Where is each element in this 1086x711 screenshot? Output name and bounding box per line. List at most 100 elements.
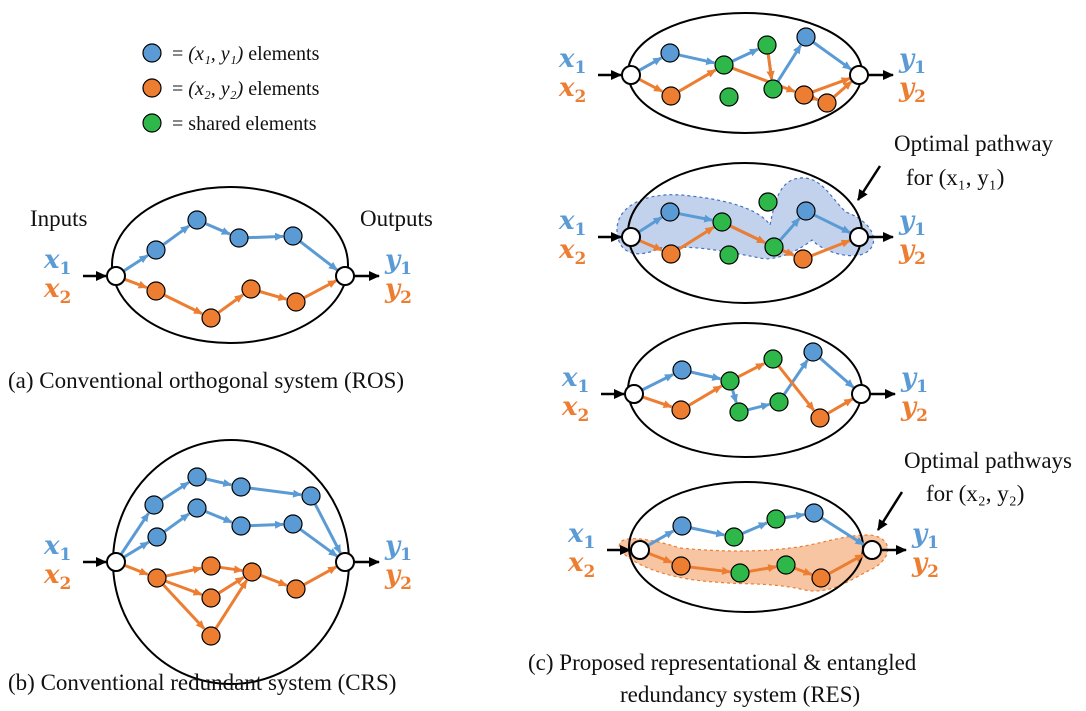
legend-blue-label: = (x₁, y₁) elements	[172, 43, 320, 65]
pathway-arrow-c4-5	[647, 551, 673, 564]
blue-element-b-6	[231, 516, 251, 536]
blue-element-a-1	[187, 210, 207, 230]
pathway-arrow-b-11	[165, 566, 203, 578]
pathway-arrow-a-0	[122, 254, 149, 273]
pathway-arrow-b-14	[219, 565, 244, 574]
pathway-arrow-b-2	[205, 477, 233, 487]
pathway-arrow-c1-0	[638, 56, 663, 72]
output-node-b	[335, 552, 355, 572]
blue-element-a-2	[229, 228, 249, 248]
pathway-arrow-b-18	[303, 565, 338, 586]
pathway-arrow-a-7	[217, 293, 244, 314]
pathway-arrow-c3-4	[782, 359, 809, 396]
pathway-arrow-c4-6	[689, 565, 732, 575]
blue-element-b-1	[187, 467, 207, 487]
pathway-arrow-b-16	[214, 579, 248, 630]
inputs-label: Inputs	[30, 206, 88, 231]
orange-element-b-8	[147, 568, 167, 588]
blue-element-c2-0	[660, 202, 680, 222]
pathway-arrow-c1-9	[811, 77, 851, 94]
pathway-arrow-b-10	[123, 563, 149, 576]
output-node-c2	[849, 227, 869, 247]
pathway-arrow-c4-4	[820, 516, 865, 546]
input-label-x1-c2: x1	[558, 206, 586, 240]
caption-c-line2: redundancy system (RES)	[620, 682, 860, 707]
blue-element-c1-0	[660, 43, 680, 63]
shared-element-c1-3	[763, 79, 783, 99]
output-label-y2-c3: y2	[900, 392, 928, 426]
blue-element-b-3	[301, 486, 321, 506]
output-label-y1-c4: y1	[911, 519, 939, 553]
input-node-b	[106, 552, 126, 572]
pathway-arrow-c1-11	[832, 80, 853, 99]
pathway-arrow-b-7	[204, 510, 233, 524]
orange-element-c1-8	[817, 93, 837, 113]
pathway-arrow-c3-1	[690, 370, 722, 381]
shared-element-c2-1	[712, 212, 732, 232]
annotation-optimal-pathways-line2: for (x₂, y₂)	[926, 481, 1024, 506]
system-boundary-c3	[627, 322, 863, 458]
blue-element-c4-0	[672, 516, 692, 536]
pathway-arrow-c3-10	[827, 397, 854, 415]
pathway-arrow-b-1	[160, 481, 190, 502]
blue-element-b-5	[187, 498, 207, 518]
annotation-optimal-pathways-line1: Optimal pathways	[904, 448, 1072, 473]
pathway-arrow-b-3	[249, 486, 303, 498]
input-label-x1-a: x1	[43, 245, 71, 279]
shared-element-c2-6	[719, 245, 739, 265]
shared-element-c4-5	[730, 563, 750, 583]
output-label-y1-a: y1	[384, 245, 412, 279]
shared-element-c4-2	[766, 509, 786, 529]
output-label-y2-a: y2	[384, 274, 412, 308]
pathway-arrow-c2-8	[781, 248, 795, 257]
pathway-arrow-c3-2	[730, 389, 738, 404]
input-node-a	[106, 266, 126, 286]
orange-element-c3-7	[810, 408, 830, 428]
output-label-y2-b: y2	[384, 560, 412, 594]
pathway-arrow-c4-9	[828, 553, 865, 575]
annotation-optimal-pathway-line2: for (x₁, y₁)	[906, 165, 1004, 190]
blue-element-b-2	[231, 477, 251, 497]
input-label-x2-c2: x2	[558, 235, 586, 269]
shared-element-c2-3	[764, 237, 784, 257]
pathway-arrow-c3-5	[818, 356, 855, 389]
input-node-c3	[624, 384, 644, 404]
input-label-x1-c3: x1	[561, 363, 589, 397]
pathway-arrow-c2-0	[637, 216, 663, 234]
shared-element-c1-6	[719, 87, 739, 107]
input-label-x2-c4: x2	[567, 548, 595, 582]
pathway-arrow-b-9	[299, 528, 338, 558]
annotation-optimal-pathway-line1: Optimal pathway	[894, 131, 1054, 156]
blue-element-c1-4	[796, 27, 816, 47]
output-node-c3	[851, 384, 871, 404]
output-label-y2-c1: y2	[898, 73, 926, 107]
orange-element-a-7	[286, 292, 306, 312]
shared-element-c3-5	[729, 402, 749, 422]
pathway-arrow-c4-2	[741, 521, 768, 535]
orange-element-a-4	[146, 281, 166, 301]
pathway-arrow-c4-8	[793, 566, 813, 576]
pathway-arrow-b-4	[313, 503, 342, 554]
pathway-arrow-c3-8	[737, 362, 765, 379]
output-label-y1-c3: y1	[900, 363, 928, 397]
orange-element-b-10	[201, 588, 221, 608]
pathway-arrow-b-5	[122, 540, 150, 559]
pathway-arrow-c2-6	[677, 226, 715, 251]
shared-element-c1-2	[757, 35, 777, 55]
pathway-arrow-c3-6	[642, 395, 673, 409]
pathway-arrow-c2-7	[729, 224, 766, 245]
pathway-arrow-c1-10	[808, 93, 819, 102]
caption-b: (b) Conventional redundant system (CRS)	[8, 670, 396, 695]
legend-green-swatch	[142, 113, 162, 133]
blue-element-a-3	[283, 226, 303, 246]
pathway-arrow-c3-9	[777, 365, 815, 412]
input-label-x1-b: x1	[43, 531, 71, 565]
pathway-arrow-a-3	[247, 232, 285, 241]
legend: = (x₁, y₁) elements = (x₂, y₂) elements …	[142, 43, 320, 135]
orange-element-c3-6	[671, 400, 691, 420]
output-node-c1	[849, 65, 869, 85]
pathway-arrow-c2-5	[638, 239, 663, 252]
legend-blue-swatch	[142, 43, 162, 63]
pathway-arrow-b-8	[249, 520, 285, 529]
